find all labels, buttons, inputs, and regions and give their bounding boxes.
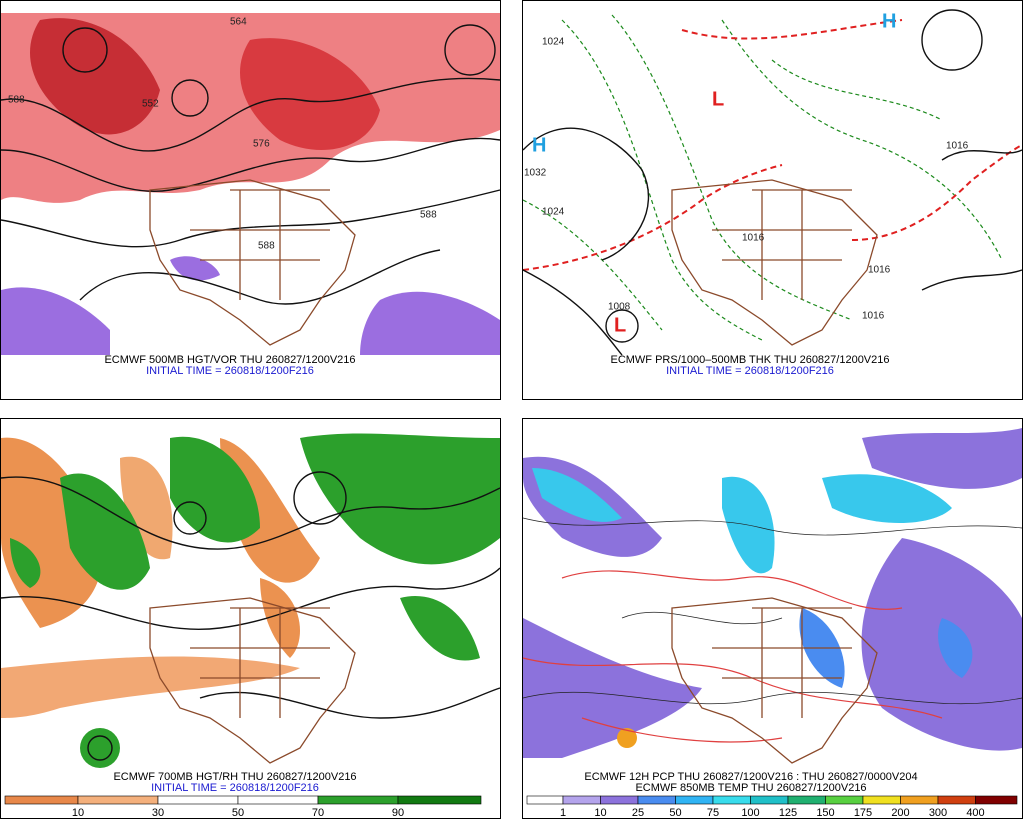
contour-label: 576 — [253, 139, 270, 150]
panel-subtitle: INITIAL TIME = 260818/1200F216 — [666, 365, 834, 377]
panel-title: ECMWF 500MB HGT/VOR THU 260827/1200V216 — [104, 354, 355, 366]
colorbar: 1 10 25 50 75 100 125 150 175 200 300 400 — [526, 795, 1018, 819]
contour-label: 1008 — [608, 302, 631, 313]
colorbar-label: 25 — [632, 807, 644, 819]
map — [522, 9, 1023, 356]
low-marker: L — [614, 314, 626, 336]
map — [0, 433, 501, 768]
colorbar-label: 400 — [966, 807, 984, 819]
panel-title: ECMWF PRS/1000–500MB THK THU 260827/1200… — [610, 354, 889, 366]
colorbar-swatch — [825, 795, 864, 805]
low-marker: L — [712, 88, 724, 110]
contour-label: 1016 — [946, 141, 969, 152]
colorbar-swatch — [562, 795, 601, 805]
high-marker: H — [532, 134, 546, 156]
colorbar-swatch — [600, 795, 639, 805]
colorbar-label: 10 — [594, 807, 606, 819]
contour-label: 1016 — [742, 233, 765, 244]
colorbar-label: 175 — [854, 807, 872, 819]
panel-pressure: 1024 H 1032 1024 1016 1016 1008 L L H 10… — [522, 0, 1023, 400]
contour-label: 552 — [142, 99, 159, 110]
contour-label: 588 — [8, 95, 25, 106]
colorbar-swatch — [237, 795, 319, 805]
panel-subtitle: INITIAL TIME = 260818/1200F216 — [146, 365, 314, 377]
panel-title: ECMWF 700MB HGT/RH THU 260827/1200V216 — [113, 771, 356, 783]
contour-label: 1024 — [542, 37, 565, 48]
panel-precip: ECMWF 12H PCP THU 260827/1200V216 : THU … — [522, 418, 1023, 819]
colorbar-swatch — [4, 795, 79, 805]
colorbar-label: 300 — [929, 807, 947, 819]
contour-label: 564 — [230, 17, 247, 28]
high-marker: H — [882, 10, 896, 32]
colorbar-swatch — [937, 795, 976, 805]
colorbar-swatch — [862, 795, 901, 805]
contour-label: 1016 — [862, 311, 885, 322]
map — [0, 13, 501, 355]
map — [522, 428, 1023, 764]
colorbar-swatch — [397, 795, 482, 805]
panel-title: ECMWF 12H PCP THU 260827/1200V216 : THU … — [584, 771, 917, 783]
colorbar-label: 70 — [312, 807, 324, 819]
colorbar-label: 90 — [392, 807, 404, 819]
colorbar-swatch — [675, 795, 714, 805]
colorbar-label: 50 — [232, 807, 244, 819]
contour-label: 588 — [258, 241, 275, 252]
colorbar-swatch — [157, 795, 239, 805]
colorbar-label: 125 — [779, 807, 797, 819]
colorbar-label: 10 — [72, 807, 84, 819]
contour-label: 1032 — [524, 168, 547, 179]
contour-label: 588 — [420, 210, 437, 221]
colorbar-swatch — [750, 795, 789, 805]
colorbar-label: 1 — [560, 807, 566, 819]
colorbar-label: 100 — [741, 807, 759, 819]
panel-500mb: 564 588 552 576 588 588 ECMWF 500MB HGT/… — [0, 0, 501, 400]
colorbar: 10 30 50 70 90 — [4, 795, 482, 819]
colorbar-swatch — [77, 795, 159, 805]
colorbar-swatch — [975, 795, 1018, 805]
colorbar-label: 75 — [707, 807, 719, 819]
panel-subtitle: INITIAL TIME = 260818/1200F216 — [151, 782, 319, 794]
colorbar-swatch — [900, 795, 939, 805]
colorbar-swatch — [317, 795, 399, 805]
colorbar-label: 30 — [152, 807, 164, 819]
panel-subtitle: ECMWF 850MB TEMP THU 260827/1200V216 — [635, 782, 866, 794]
colorbar-swatch — [637, 795, 676, 805]
colorbar-label: 150 — [816, 807, 834, 819]
contour-label: 1016 — [868, 265, 891, 276]
colorbar-label: 50 — [669, 807, 681, 819]
colorbar-swatch — [787, 795, 826, 805]
panel-700mb: ECMWF 700MB HGT/RH THU 260827/1200V216 I… — [0, 418, 501, 819]
colorbar-swatch — [712, 795, 751, 805]
contour-label: 1024 — [542, 207, 565, 218]
colorbar-label: 200 — [891, 807, 909, 819]
colorbar-swatch — [526, 795, 564, 805]
